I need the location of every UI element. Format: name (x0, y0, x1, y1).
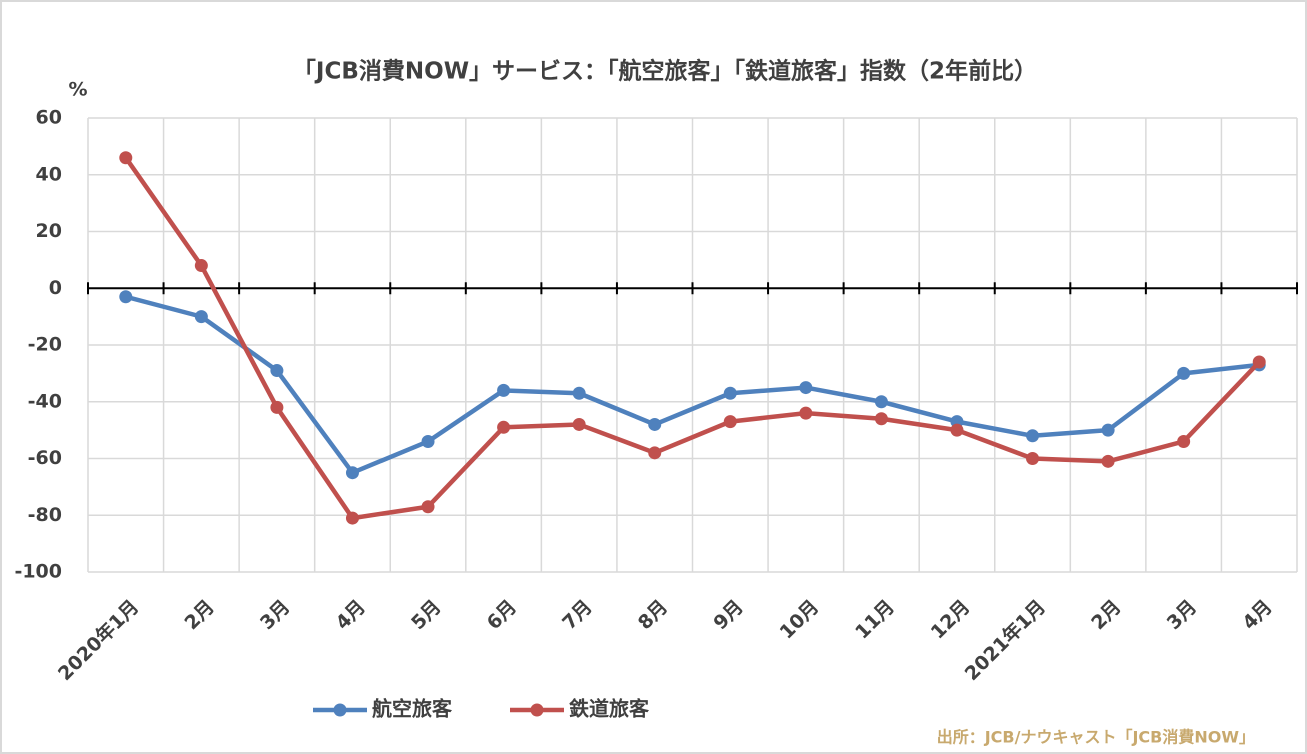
point (1177, 434, 1191, 448)
y-axis-label: % (68, 79, 87, 101)
y-tick-label: 0 (49, 277, 62, 299)
point (1252, 355, 1266, 369)
point (421, 500, 435, 514)
point (194, 310, 208, 324)
point (119, 151, 133, 165)
point (1101, 423, 1115, 437)
y-tick-label: -40 (28, 390, 62, 412)
legend-marker (333, 703, 347, 717)
y-tick-label: 40 (36, 163, 62, 185)
point (497, 383, 511, 397)
y-tick-label: 60 (36, 107, 62, 129)
point (799, 381, 813, 395)
series-line (125, 294, 1260, 475)
point (345, 511, 359, 525)
point (1177, 366, 1191, 380)
chart-title: 「JCB消費NOW」サービス：「航空旅客」「鉄道旅客」指数（2年前比） (293, 58, 1037, 85)
legend-label: 航空旅客 (372, 697, 453, 721)
source: 出所：JCB/ナウキャスト「JCB消費NOW」 (937, 728, 1255, 747)
y-tick-label: -80 (28, 504, 62, 526)
point (194, 259, 208, 273)
point (723, 386, 737, 400)
y-tick-label: -60 (28, 447, 62, 469)
point (950, 423, 964, 437)
point (874, 395, 888, 409)
point (497, 420, 511, 434)
point (270, 400, 284, 414)
point (119, 290, 133, 304)
point (648, 446, 662, 460)
point (270, 364, 284, 378)
series-line (123, 156, 1261, 521)
y-tick-label: -100 (14, 561, 62, 583)
point (572, 417, 586, 431)
legend-label: 鉄道旅客 (569, 697, 650, 721)
legend-marker (530, 703, 544, 717)
point (345, 466, 359, 480)
point (799, 406, 813, 420)
point (874, 412, 888, 426)
point (1101, 454, 1115, 468)
y-tick-label: 20 (36, 220, 62, 242)
point (1026, 452, 1040, 465)
point (572, 386, 586, 400)
point (648, 417, 662, 431)
point (421, 434, 435, 448)
point (1026, 429, 1040, 443)
y-tick-label: -20 (28, 334, 62, 356)
point (723, 415, 737, 429)
